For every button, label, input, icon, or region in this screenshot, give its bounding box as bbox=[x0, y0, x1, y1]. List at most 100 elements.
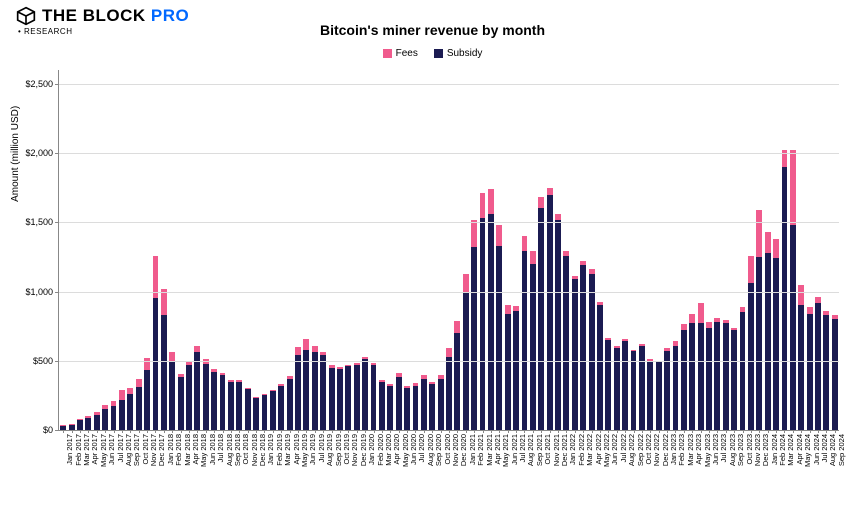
xtick-label: Mar 2019 bbox=[283, 434, 292, 466]
xtick-label: Sep 2024 bbox=[837, 434, 846, 466]
bar-segment-fees bbox=[354, 363, 360, 365]
xtick-mark bbox=[239, 430, 240, 433]
bar-segment-subsidy bbox=[505, 314, 511, 430]
bar-segment-fees bbox=[597, 302, 603, 305]
xtick-label: May 2021 bbox=[501, 434, 510, 467]
xtick-label: Apr 2020 bbox=[392, 434, 401, 464]
bar-segment-subsidy bbox=[706, 328, 712, 430]
xtick-mark bbox=[139, 430, 140, 433]
ytick-label: $1,000 bbox=[25, 287, 53, 297]
bar-segment-fees bbox=[413, 383, 419, 386]
bar-segment-subsidy bbox=[111, 406, 117, 430]
ytick-label: $500 bbox=[33, 356, 53, 366]
bar-segment-subsidy bbox=[85, 418, 91, 430]
gridline bbox=[59, 361, 839, 362]
bar-segment-subsidy bbox=[262, 395, 268, 430]
bar-segment-subsidy bbox=[782, 167, 788, 430]
bar-segment-fees bbox=[572, 276, 578, 279]
xtick-label: Feb 2018 bbox=[174, 434, 183, 466]
xtick-mark bbox=[97, 430, 98, 433]
bar-segment-subsidy bbox=[773, 258, 779, 430]
chart-title: Bitcoin's miner revenue by month bbox=[0, 22, 865, 38]
xtick-mark bbox=[273, 430, 274, 433]
bar-segment-subsidy bbox=[178, 377, 184, 430]
ytick-mark bbox=[55, 430, 59, 431]
xtick-mark bbox=[374, 430, 375, 433]
xtick-mark bbox=[491, 430, 492, 433]
xtick-mark bbox=[323, 430, 324, 433]
bar-segment-fees bbox=[60, 425, 66, 426]
bar-segment-subsidy bbox=[354, 365, 360, 430]
bar-segment-fees bbox=[429, 382, 435, 385]
xtick-mark bbox=[424, 430, 425, 433]
bar-segment-fees bbox=[496, 225, 502, 246]
xtick-mark bbox=[382, 430, 383, 433]
bar-segment-fees bbox=[589, 269, 595, 273]
xtick-mark bbox=[709, 430, 710, 433]
bar-segment-subsidy bbox=[245, 388, 251, 430]
bar-segment-fees bbox=[731, 328, 737, 331]
bar-segment-fees bbox=[765, 232, 771, 253]
xtick-mark bbox=[206, 430, 207, 433]
bar-segment-fees bbox=[119, 390, 125, 400]
bar-segment-subsidy bbox=[312, 352, 318, 430]
bar-segment-subsidy bbox=[488, 214, 494, 430]
bar-segment-fees bbox=[446, 348, 452, 356]
xtick-mark bbox=[743, 430, 744, 433]
bar-segment-fees bbox=[312, 346, 318, 352]
chart-legend: Fees Subsidy bbox=[0, 48, 865, 59]
bar-segment-fees bbox=[295, 347, 301, 355]
bar-segment-subsidy bbox=[807, 314, 813, 430]
xtick-mark bbox=[659, 430, 660, 433]
xtick-mark bbox=[734, 430, 735, 433]
xtick-mark bbox=[810, 430, 811, 433]
bar-segment-fees bbox=[320, 352, 326, 355]
bar-segment-fees bbox=[362, 357, 368, 359]
bar-segment-fees bbox=[639, 344, 645, 346]
bar-segment-subsidy bbox=[731, 330, 737, 430]
xtick-label: Dec 2023 bbox=[761, 434, 770, 466]
bar-segment-fees bbox=[698, 303, 704, 324]
bar-segment-fees bbox=[480, 193, 486, 218]
xtick-mark bbox=[390, 430, 391, 433]
bar-segment-subsidy bbox=[815, 303, 821, 430]
bar-segment-fees bbox=[438, 375, 444, 378]
bar-segment-fees bbox=[345, 365, 351, 367]
bar-segment-fees bbox=[404, 386, 410, 388]
bar-segment-subsidy bbox=[211, 372, 217, 430]
xtick-mark bbox=[147, 430, 148, 433]
xtick-label: Jan 2020 bbox=[367, 434, 376, 465]
bar-segment-subsidy bbox=[698, 323, 704, 430]
bar-segment-subsidy bbox=[371, 365, 377, 430]
legend-swatch-subsidy bbox=[434, 49, 443, 58]
xtick-label: Oct 2021 bbox=[543, 434, 552, 464]
xtick-mark bbox=[692, 430, 693, 433]
bar-segment-fees bbox=[823, 311, 829, 315]
xtick-mark bbox=[768, 430, 769, 433]
xtick-mark bbox=[122, 430, 123, 433]
bar-segment-fees bbox=[714, 318, 720, 322]
xtick-mark bbox=[566, 430, 567, 433]
bar-segment-fees bbox=[547, 188, 553, 194]
bar-segment-fees bbox=[379, 380, 385, 381]
xtick-mark bbox=[298, 430, 299, 433]
bar-segment-subsidy bbox=[664, 351, 670, 430]
gridline bbox=[59, 153, 839, 154]
bar-segment-fees bbox=[673, 341, 679, 345]
ytick-label: $2,500 bbox=[25, 79, 53, 89]
gridline bbox=[59, 84, 839, 85]
bar-segment-subsidy bbox=[530, 264, 536, 430]
bar-segment-fees bbox=[681, 324, 687, 330]
bar-segment-subsidy bbox=[647, 361, 653, 430]
y-axis-label: Amount (million USD) bbox=[10, 106, 21, 202]
bar-segment-fees bbox=[605, 338, 611, 340]
xtick-mark bbox=[264, 430, 265, 433]
bar-segment-subsidy bbox=[287, 379, 293, 430]
bar-segment-fees bbox=[773, 239, 779, 258]
xtick-mark bbox=[105, 430, 106, 433]
bar-segment-subsidy bbox=[454, 333, 460, 430]
bar-segment-fees bbox=[161, 289, 167, 315]
xtick-mark bbox=[63, 430, 64, 433]
xtick-mark bbox=[592, 430, 593, 433]
bar-segment-subsidy bbox=[102, 409, 108, 430]
